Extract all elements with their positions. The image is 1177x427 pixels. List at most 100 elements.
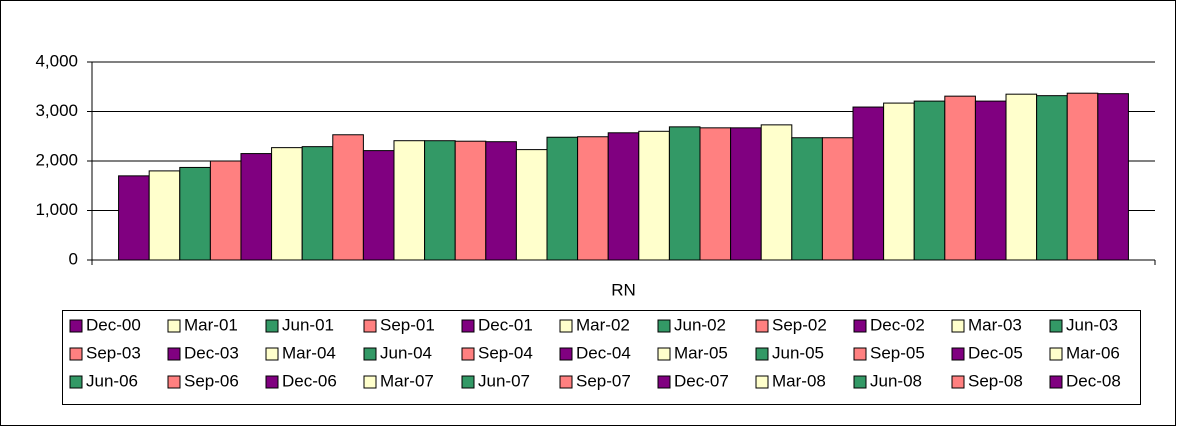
bar (393, 140, 426, 261)
legend-swatch (461, 375, 475, 389)
legend-swatch (559, 319, 573, 333)
legend-swatch (69, 319, 83, 333)
legend-label: Dec-06 (282, 371, 337, 390)
bar (821, 137, 854, 261)
legend-label: Sep-08 (968, 371, 1023, 390)
legend-swatch (363, 347, 377, 361)
bar (515, 149, 548, 261)
legend-label: Sep-03 (86, 343, 141, 362)
legend-swatch (951, 347, 965, 361)
legend-label: Mar-04 (282, 343, 336, 362)
legend-label: Dec-05 (968, 343, 1023, 362)
legend-label: Sep-07 (576, 371, 631, 390)
legend-label: Jun-01 (282, 315, 334, 334)
legend-swatch (363, 375, 377, 389)
legend-swatch (951, 375, 965, 389)
bar (1036, 95, 1068, 261)
legend-swatch (853, 375, 867, 389)
legend-swatch (461, 347, 475, 361)
legend-label: Jun-08 (870, 371, 922, 390)
legend-label: Sep-05 (870, 343, 925, 362)
legend-label: Dec-04 (576, 343, 631, 362)
y-tick-label: 2,000 (35, 150, 78, 169)
bar (362, 150, 395, 261)
legend-label: Mar-07 (380, 371, 434, 390)
legend-label: Dec-03 (184, 343, 239, 362)
legend-label: Mar-03 (968, 315, 1022, 334)
legend-swatch (755, 319, 769, 333)
legend-swatch (559, 347, 573, 361)
legend-label: Mar-02 (576, 315, 630, 334)
legend-label: Mar-05 (674, 343, 728, 362)
legend-swatch (167, 375, 181, 389)
legend-swatch (755, 347, 769, 361)
bar (668, 126, 701, 261)
bar (1005, 93, 1038, 261)
bar (699, 127, 732, 261)
legend-label: Mar-08 (772, 371, 826, 390)
legend-label: Sep-04 (478, 343, 533, 362)
legend-swatch (1049, 347, 1063, 361)
bar (179, 166, 211, 261)
legend-swatch (657, 375, 671, 389)
bar (546, 136, 579, 261)
legend-label: Sep-01 (380, 315, 435, 334)
bar (944, 95, 976, 261)
legend-label: Jun-06 (86, 371, 138, 390)
y-tick-label: 1,000 (35, 200, 78, 219)
legend-swatch (657, 347, 671, 361)
legend-label: Jun-05 (772, 343, 824, 362)
legend-swatch (265, 319, 279, 333)
legend-swatch (1049, 319, 1063, 333)
bar (424, 140, 456, 261)
y-tick-label: 3,000 (35, 101, 78, 120)
legend-swatch (1049, 375, 1063, 389)
legend-label: Dec-01 (478, 315, 533, 334)
legend-swatch (265, 347, 279, 361)
legend-label: Jun-02 (674, 315, 726, 334)
bar (638, 130, 670, 261)
legend-swatch (363, 319, 377, 333)
legend-label: Sep-06 (184, 371, 239, 390)
bar (485, 141, 517, 261)
bar (791, 137, 823, 261)
bar (454, 140, 487, 261)
legend-swatch (69, 347, 83, 361)
legend-label: Dec-07 (674, 371, 729, 390)
bar (974, 100, 1007, 261)
bar (1066, 92, 1099, 261)
bar (852, 106, 885, 261)
y-tick-label: 0 (69, 249, 78, 268)
legend-swatch (657, 319, 671, 333)
bar (577, 136, 609, 261)
legend-label: Jun-04 (380, 343, 432, 362)
legend-swatch (755, 375, 769, 389)
legend-label: Sep-02 (772, 315, 827, 334)
bar (760, 124, 793, 261)
legend-swatch (559, 375, 573, 389)
bar (1097, 93, 1129, 261)
legend-label: Dec-02 (870, 315, 925, 334)
legend-swatch (461, 319, 475, 333)
legend-swatch (951, 319, 965, 333)
bar (607, 132, 640, 261)
bar (301, 146, 334, 261)
legend-label: Dec-00 (86, 315, 141, 334)
bar (271, 147, 303, 261)
bar (240, 153, 273, 261)
x-tick-label: RN (611, 280, 636, 299)
legend-swatch (265, 375, 279, 389)
legend-swatch (853, 319, 867, 333)
y-tick-label: 4,000 (35, 51, 78, 70)
bar (913, 100, 946, 261)
bar (209, 160, 242, 261)
legend-label: Dec-08 (1066, 371, 1121, 390)
bar (148, 170, 181, 261)
legend-label: Jun-03 (1066, 315, 1118, 334)
bar (118, 175, 150, 261)
legend-label: Mar-01 (184, 315, 238, 334)
bar (332, 134, 364, 261)
legend-label: Jun-07 (478, 371, 530, 390)
legend-swatch (167, 319, 181, 333)
